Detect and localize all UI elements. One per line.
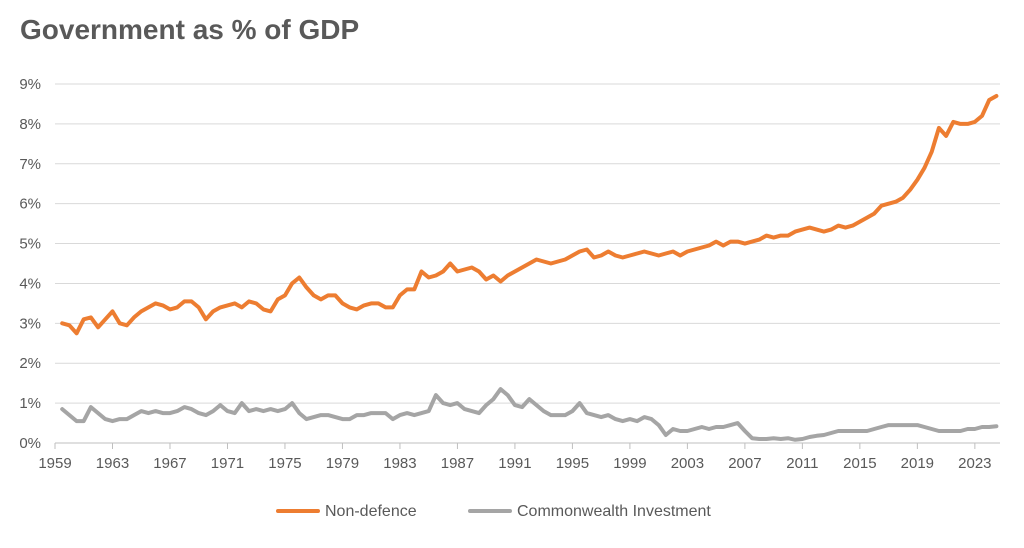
x-tick-label: 1963 — [96, 455, 129, 472]
y-tick-label: 3% — [19, 315, 41, 332]
x-tick-label: 1999 — [613, 455, 646, 472]
x-tick-label: 2011 — [786, 455, 818, 472]
y-tick-label: 7% — [19, 156, 41, 173]
y-tick-label: 1% — [19, 395, 41, 412]
x-tick-label: 1975 — [268, 455, 301, 472]
x-tick-label: 1987 — [441, 455, 474, 472]
y-tick-label: 5% — [19, 236, 41, 253]
y-tick-label: 9% — [19, 76, 41, 93]
y-tick-label: 6% — [19, 196, 41, 213]
x-tick-label: 1979 — [326, 455, 359, 472]
series-line-commonwealth-investment — [60, 387, 999, 442]
x-tick-label: 1991 — [498, 455, 531, 472]
x-tick-label: 2007 — [728, 455, 761, 472]
x-tick-label: 1971 — [211, 455, 244, 472]
chart-title: Government as % of GDP — [20, 14, 360, 45]
y-tick-label: 0% — [19, 435, 41, 452]
y-tick-label: 2% — [19, 355, 41, 372]
x-tick-label: 2019 — [901, 455, 934, 472]
y-tick-label: 8% — [19, 116, 41, 133]
x-tick-label: 1959 — [38, 455, 71, 472]
legend-commonwealth-investment-label: Commonwealth Investment — [517, 503, 711, 520]
x-tick-label: 2023 — [958, 455, 991, 472]
x-tick-label: 2003 — [671, 455, 704, 472]
legend-non-defence-label: Non-defence — [325, 503, 417, 520]
x-tick-label: 1995 — [556, 455, 589, 472]
series-line-non-defence — [60, 94, 999, 336]
x-tick-label: 1967 — [153, 455, 186, 472]
x-tick-label: 2015 — [843, 455, 876, 472]
x-tick-label: 1983 — [383, 455, 416, 472]
y-tick-label: 4% — [19, 275, 41, 292]
